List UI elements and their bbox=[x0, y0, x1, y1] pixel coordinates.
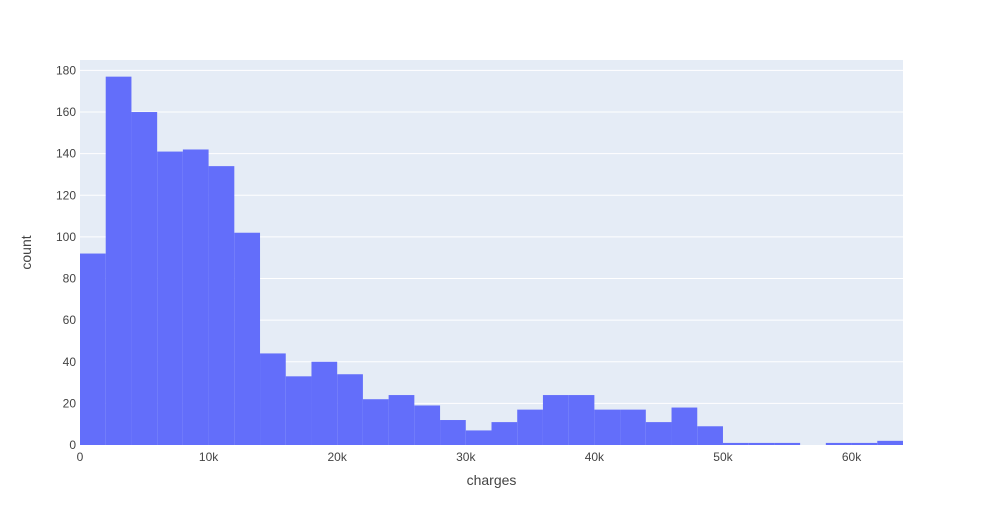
histogram-bar bbox=[80, 253, 106, 445]
y-tick-label: 0 bbox=[69, 438, 76, 452]
histogram-bar bbox=[182, 149, 209, 445]
histogram-bar bbox=[645, 422, 672, 445]
histogram-bar bbox=[311, 361, 338, 445]
histogram-bar bbox=[414, 405, 441, 445]
histogram-bar bbox=[440, 420, 466, 445]
y-tick-label: 180 bbox=[56, 63, 76, 77]
histogram-bar bbox=[234, 232, 261, 445]
histogram-bar bbox=[697, 426, 723, 445]
histogram-bar bbox=[517, 409, 543, 445]
y-tick-label: 80 bbox=[63, 272, 77, 286]
y-tick-label: 20 bbox=[63, 396, 77, 410]
x-tick-label: 10k bbox=[199, 450, 219, 464]
y-tick-label: 60 bbox=[63, 313, 77, 327]
histogram-bar bbox=[157, 151, 183, 445]
histogram-bar bbox=[388, 395, 415, 445]
x-axis-title: charges bbox=[467, 472, 517, 488]
y-tick-label: 160 bbox=[56, 105, 76, 119]
histogram-bar bbox=[131, 112, 158, 445]
y-tick-label: 140 bbox=[56, 147, 76, 161]
histogram-bar bbox=[851, 442, 878, 445]
x-axis-ticks: 0 10k 20k 30k 40k 50k 60k bbox=[77, 450, 863, 464]
histogram-bar bbox=[260, 353, 286, 445]
histogram-bar bbox=[774, 442, 801, 445]
x-tick-label: 0 bbox=[77, 450, 84, 464]
histogram-bar bbox=[594, 409, 621, 445]
histogram-bar bbox=[491, 422, 518, 445]
histogram-bar bbox=[748, 442, 775, 445]
x-tick-label: 40k bbox=[585, 450, 605, 464]
x-tick-label: 60k bbox=[842, 450, 862, 464]
histogram-bar bbox=[337, 374, 363, 445]
histogram-bar bbox=[568, 395, 595, 445]
histogram-bar bbox=[620, 409, 646, 445]
histogram-bar bbox=[362, 399, 389, 445]
histogram-bar bbox=[542, 395, 569, 445]
y-tick-label: 100 bbox=[56, 230, 76, 244]
bars bbox=[80, 76, 903, 445]
histogram-bar bbox=[285, 376, 312, 445]
histogram-bar bbox=[465, 430, 492, 445]
histogram-bar bbox=[208, 166, 235, 445]
y-tick-label: 120 bbox=[56, 188, 76, 202]
histogram-bar bbox=[671, 407, 698, 445]
x-tick-label: 20k bbox=[328, 450, 348, 464]
histogram-bar bbox=[722, 442, 749, 445]
y-axis-ticks: 0 20 40 60 80 100 120 140 160 180 bbox=[56, 63, 76, 452]
histogram-bar bbox=[877, 440, 903, 445]
histogram-bar bbox=[105, 76, 132, 445]
histogram-bar bbox=[825, 442, 852, 445]
x-tick-label: 50k bbox=[713, 450, 733, 464]
y-axis-title: count bbox=[18, 235, 34, 269]
y-tick-label: 40 bbox=[63, 355, 77, 369]
x-tick-label: 30k bbox=[456, 450, 476, 464]
